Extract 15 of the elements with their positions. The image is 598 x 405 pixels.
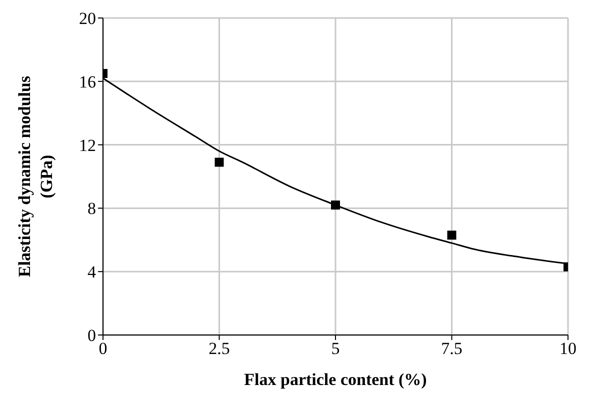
x-tick-label: 5 <box>331 339 340 358</box>
y-tick-label: 12 <box>79 136 96 155</box>
x-tick-label: 10 <box>560 339 576 358</box>
y-tick-label: 8 <box>88 199 96 218</box>
x-tick-label: 2.5 <box>208 339 230 358</box>
y-tick-label: 4 <box>88 262 96 282</box>
y-axis-title: Elasticity dynamic modulus (GPa) <box>15 76 56 278</box>
point <box>447 230 456 240</box>
point <box>331 200 340 210</box>
x-tick-label: 7.5 <box>441 339 462 358</box>
y-tick-label: 20 <box>79 9 96 28</box>
point <box>214 158 224 167</box>
y-tick-label: 0 <box>88 326 96 346</box>
y-tick-label: 16 <box>79 72 96 92</box>
x-axis-title: Flax particle content (%) <box>244 370 427 389</box>
